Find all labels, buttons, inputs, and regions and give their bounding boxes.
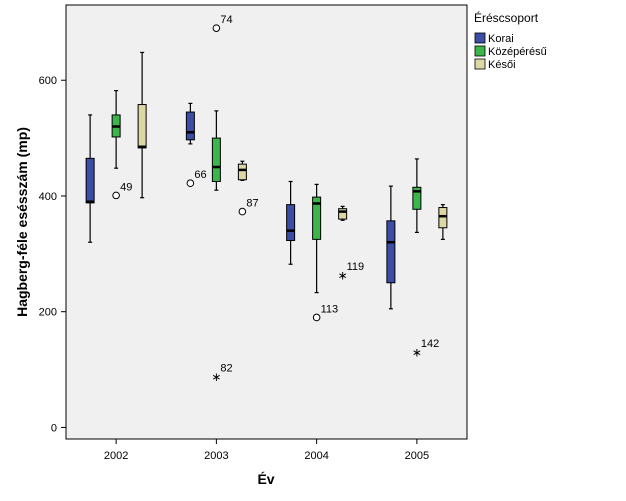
outlier-label: 66: [194, 169, 206, 181]
box-iqr: [386, 220, 396, 284]
x-tick-label: 2005: [405, 450, 429, 462]
box-iqr: [237, 163, 247, 181]
outlier-circle: [112, 191, 120, 200]
outlier-label: 87: [246, 198, 258, 210]
outlier-label: 142: [421, 338, 439, 350]
x-tick-label: 2003: [204, 450, 228, 462]
box-középérésű-2003: [211, 110, 221, 191]
box-késői-2004: [338, 205, 348, 221]
x-tick-label: 2002: [104, 450, 128, 462]
legend-swatch-középérésű: [474, 45, 486, 57]
box-korai-2002: [85, 114, 95, 243]
box-korai-2003: [185, 102, 195, 145]
outlier-star: ∗: [338, 269, 348, 283]
y-axis-title: Hagberg-féle esésszám (mp): [14, 127, 30, 317]
box-iqr: [85, 157, 95, 204]
outlier-label: 119: [347, 261, 365, 273]
y-tick-label: 200: [39, 307, 57, 319]
box-késői-2005: [438, 204, 448, 240]
legend-swatch-korai: [474, 32, 486, 44]
legend-swatch-késői: [474, 58, 486, 70]
x-axis: 2002 2003 2004 2005: [104, 439, 429, 462]
box-késői-2003: [237, 160, 247, 181]
outlier-label: 82: [220, 363, 232, 375]
y-tick-label: 0: [51, 422, 57, 434]
legend-label: Késői: [488, 59, 516, 71]
box-korai-2004: [286, 180, 296, 265]
box-iqr: [286, 204, 296, 242]
x-axis-title: Év: [257, 471, 274, 487]
outlier-star: ∗: [211, 370, 221, 384]
box-iqr: [185, 111, 195, 141]
box-series-group: [85, 51, 448, 310]
box-iqr: [211, 137, 221, 182]
box-iqr: [137, 104, 147, 149]
plot-area: [65, 4, 468, 440]
outlier-circle: [186, 179, 195, 188]
outlier-circle: [312, 313, 321, 322]
box-korai-2005: [386, 185, 396, 310]
box-iqr: [412, 186, 422, 210]
outlier-label: 49: [120, 181, 132, 193]
box-iqr: [312, 196, 322, 240]
legend-label: Középérésű: [488, 46, 547, 58]
box-középérésű-2002: [111, 90, 121, 169]
y-tick-label: 400: [39, 191, 57, 203]
outlier-circle: [238, 207, 247, 216]
outlier-star: ∗: [412, 346, 422, 360]
box-iqr: [338, 208, 348, 220]
x-tick-label: 2004: [304, 450, 328, 462]
box-késői-2002: [137, 51, 147, 199]
legend-label: Korai: [488, 33, 514, 45]
box-iqr: [438, 207, 448, 229]
outlier-circle: [212, 24, 221, 32]
y-axis: 0 200 400 600: [39, 75, 66, 434]
box-középérésű-2004: [312, 183, 322, 294]
outlier-label: 113: [321, 303, 339, 315]
outlier-label: 74: [220, 14, 232, 26]
legend-title: Éréscsoport: [474, 10, 539, 25]
y-tick-label: 600: [39, 75, 57, 87]
box-középérésű-2005: [412, 158, 422, 234]
